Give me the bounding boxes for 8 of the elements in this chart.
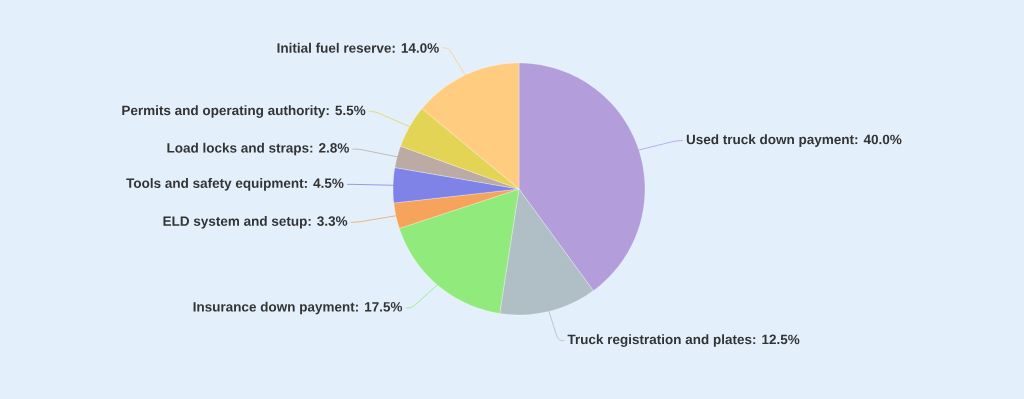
slice-label: Load locks and straps: 2.8% [167, 142, 349, 156]
slice-label: Insurance down payment: 17.5% [193, 301, 403, 315]
slice-label: Used truck down payment: 40.0% [686, 134, 902, 147]
slice-label: ELD system and setup: 3.3% [163, 215, 348, 229]
slice-label: Truck registration and plates: 12.5% [567, 334, 800, 347]
slice-label: Tools and safety equipment: 4.5% [126, 178, 344, 191]
slice-label: Initial fuel reserve: 14.0% [277, 42, 439, 53]
slice-label: Permits and operating authority: 5.5% [122, 105, 366, 118]
